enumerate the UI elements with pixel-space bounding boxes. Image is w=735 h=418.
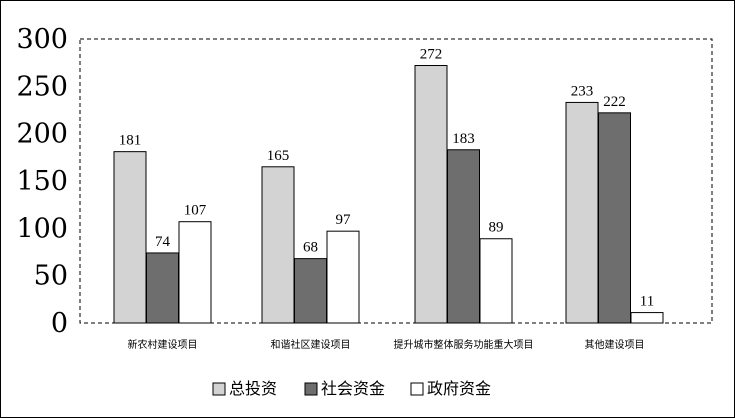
y-tick-label: 150: [16, 166, 68, 197]
data-label: 181: [119, 133, 142, 149]
data-label: 272: [420, 47, 443, 63]
legend-swatch: [212, 382, 226, 396]
legend-swatch: [410, 382, 424, 396]
data-label: 74: [155, 234, 171, 250]
data-label: 183: [452, 131, 475, 147]
data-label: 11: [640, 294, 654, 310]
x-category-label: 提升城市整体服务功能重大项目: [394, 338, 534, 351]
bar: [178, 221, 212, 324]
bar: [414, 65, 448, 324]
bar: [630, 312, 664, 324]
legend-label: 社会资金: [321, 379, 385, 398]
plot-area-frame: [79, 38, 713, 324]
data-label: 97: [336, 212, 352, 228]
y-tick-label: 250: [16, 71, 68, 102]
bar: [113, 151, 147, 324]
bar: [261, 166, 295, 324]
bar: [598, 112, 631, 324]
bar: [146, 252, 179, 324]
bar: [294, 258, 327, 324]
bar: [479, 238, 513, 324]
data-label: 165: [267, 148, 290, 164]
bar: [565, 101, 599, 324]
x-category-label: 其他建设项目: [585, 338, 645, 351]
data-label: 222: [603, 94, 626, 110]
bar: [326, 230, 360, 324]
y-tick-label: 100: [16, 213, 68, 244]
x-category-label: 和谐社区建设项目: [271, 338, 351, 351]
data-label: 68: [303, 240, 318, 256]
legend-label: 政府资金: [427, 379, 491, 398]
data-label: 89: [489, 220, 504, 236]
legend-label: 总投资: [229, 379, 277, 398]
x-category-label: 新农村建设项目: [128, 338, 198, 351]
y-tick-label: 200: [16, 119, 68, 150]
y-tick-label: 300: [16, 24, 68, 55]
data-label: 233: [571, 83, 594, 99]
bar: [447, 149, 480, 324]
y-tick-label: 50: [34, 261, 68, 292]
y-tick-label: 0: [51, 308, 68, 339]
data-label: 107: [184, 203, 207, 219]
legend-swatch: [304, 382, 318, 396]
